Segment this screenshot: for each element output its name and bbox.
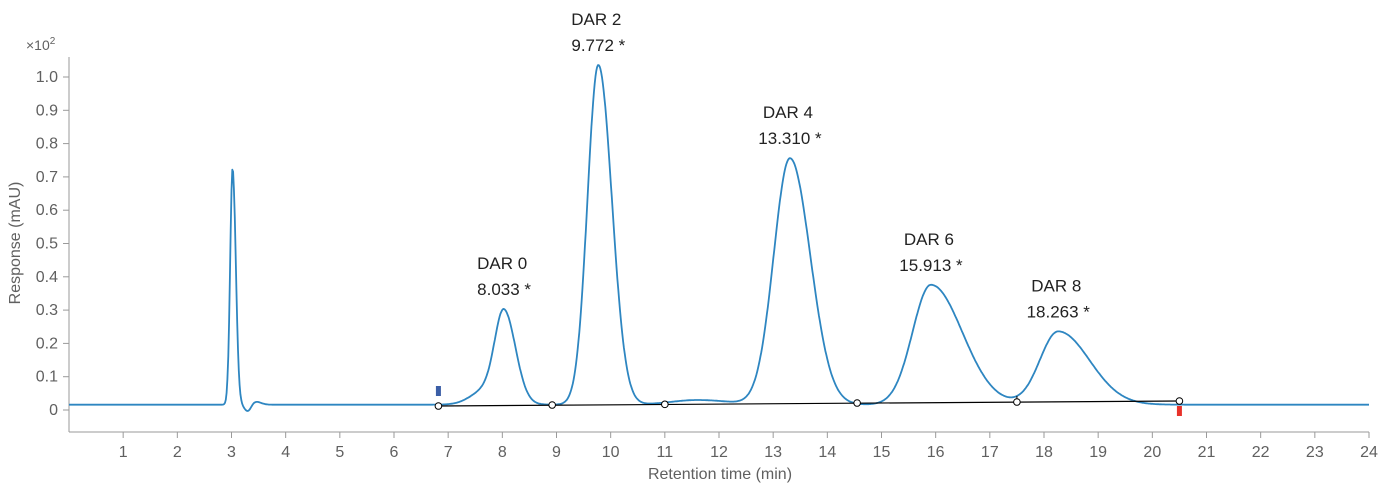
peak-rt-label: 18.263 * <box>1027 302 1091 321</box>
x-tick-label: 24 <box>1360 444 1378 461</box>
x-tick-label: 19 <box>1089 444 1107 461</box>
x-tick-label: 20 <box>1143 444 1161 461</box>
integration-point <box>434 402 443 410</box>
peak-label-layer: DAR 0 8.033 * DAR 2 9.772 * DAR 4 13.310 * DAR… <box>477 10 1090 321</box>
x-tick-label: 9 <box>552 444 561 461</box>
y-tick-label: 0.1 <box>36 369 58 386</box>
integration-end-marker <box>1176 406 1182 417</box>
y-tick-label: 0.8 <box>36 136 58 153</box>
integration-start-marker <box>435 386 441 397</box>
y-multiplier: ×102 <box>26 36 56 53</box>
x-tick-label: 16 <box>927 444 945 461</box>
y-tick-label: 0.6 <box>36 202 58 219</box>
peak-name-label: DAR 4 <box>763 103 813 122</box>
x-tick-label: 23 <box>1306 444 1324 461</box>
y-tick-label: 0.5 <box>36 236 58 253</box>
y-tick-label: 0.3 <box>36 302 58 319</box>
peak-name-label: DAR 0 <box>477 254 527 273</box>
x-tick-label: 12 <box>710 444 728 461</box>
integration-point <box>661 400 669 409</box>
x-tick-label: 10 <box>602 444 620 461</box>
axes-layer: 1 2 3 4 5 6 7 8 9 10 11 12 13 14 15 16 17 18 19 20 21 22 23 240… <box>36 57 1378 461</box>
y-tick-label: 0.7 <box>36 169 58 186</box>
x-tick-label: 5 <box>335 444 344 461</box>
integration-baseline-layer <box>434 386 1184 417</box>
peak-rt-label: 8.033 * <box>477 280 531 299</box>
x-tick-label: 8 <box>498 444 507 461</box>
integration-point <box>853 399 861 407</box>
x-tick-label: 17 <box>981 444 999 461</box>
x-tick-label: 22 <box>1252 444 1270 461</box>
x-tick-label: 3 <box>227 444 236 461</box>
peak-name-label: DAR 2 <box>571 10 621 29</box>
x-tick-label: 13 <box>764 444 782 461</box>
y-tick-label: 0 <box>49 402 58 419</box>
trace-layer <box>68 64 1370 412</box>
integration-point <box>1175 397 1184 405</box>
y-axis-title: Response (mAU) <box>7 182 24 305</box>
peak-rt-label: 15.913 * <box>899 256 963 275</box>
y-tick-label: 0.2 <box>36 335 58 352</box>
peak-rt-label: 13.310 * <box>758 129 822 148</box>
peak-name-label: DAR 8 <box>1031 276 1081 295</box>
x-axis-title: Retention time (min) <box>648 466 792 483</box>
x-tick-label: 2 <box>173 444 182 461</box>
integration-baseline <box>438 400 1180 407</box>
chromatogram-trace <box>68 64 1370 412</box>
y-tick-label: 1.0 <box>36 69 58 86</box>
y-tick-label: 0.4 <box>36 269 58 286</box>
x-tick-label: 14 <box>818 444 836 461</box>
peak-name-label: DAR 6 <box>904 230 954 249</box>
x-tick-label: 15 <box>873 444 891 461</box>
x-tick-label: 6 <box>390 444 399 461</box>
x-tick-label: 1 <box>119 444 128 461</box>
x-tick-label: 18 <box>1035 444 1053 461</box>
x-tick-label: 7 <box>444 444 453 461</box>
integration-point <box>1013 398 1021 406</box>
x-tick-label: 11 <box>657 444 674 461</box>
x-tick-label: 4 <box>281 444 290 461</box>
integration-point <box>548 401 556 409</box>
y-tick-label: 0.9 <box>36 102 58 119</box>
x-tick-label: 21 <box>1198 444 1216 461</box>
peak-rt-label: 9.772 * <box>571 36 625 55</box>
